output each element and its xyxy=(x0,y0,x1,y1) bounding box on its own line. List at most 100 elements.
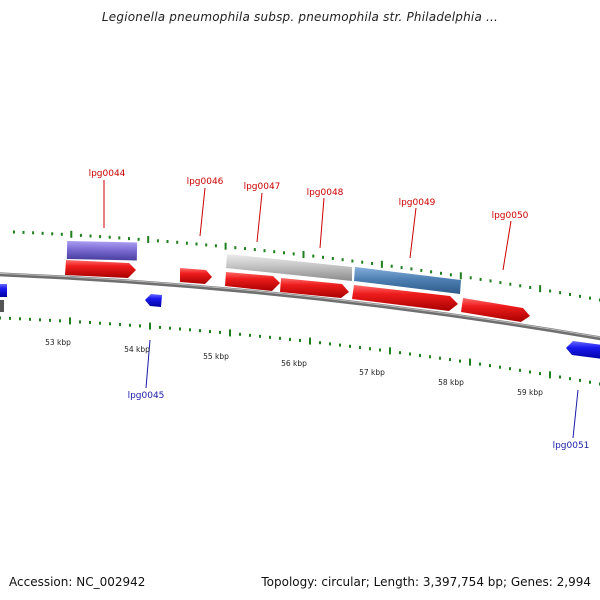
cds-lpg0045[interactable] xyxy=(145,294,162,307)
gene-label-lpg0044[interactable]: lpg0044 xyxy=(89,169,126,179)
minor-tick xyxy=(51,232,54,236)
minor-tick xyxy=(390,264,393,268)
minor-tick xyxy=(99,321,101,325)
gene-label-lpg0049[interactable]: lpg0049 xyxy=(399,198,436,208)
minor-tick xyxy=(379,348,381,352)
tick-track-outer xyxy=(13,230,600,302)
minor-tick xyxy=(559,375,561,379)
minor-tick xyxy=(273,250,276,254)
minor-tick xyxy=(0,316,1,320)
feature-steelblue[interactable] xyxy=(354,267,461,294)
minor-tick xyxy=(32,231,35,235)
minor-tick xyxy=(399,351,401,355)
minor-tick xyxy=(89,234,92,238)
minor-tick xyxy=(292,252,295,256)
major-tick xyxy=(380,260,383,268)
minor-tick xyxy=(449,273,452,277)
cds-lpg0051[interactable] xyxy=(566,341,600,360)
minor-tick xyxy=(351,259,354,263)
major-tick xyxy=(459,272,462,280)
minor-tick xyxy=(189,328,191,332)
scale-label: 53 kbp xyxy=(45,338,71,347)
minor-tick xyxy=(479,277,482,281)
minor-tick xyxy=(89,321,91,324)
minor-tick xyxy=(269,335,271,339)
minor-tick xyxy=(359,346,361,349)
cds-lpg0048[interactable] xyxy=(280,278,349,298)
minor-tick xyxy=(509,367,511,371)
leader-lpg0049 xyxy=(409,207,417,259)
minor-tick xyxy=(559,291,562,295)
leader-lpg0045 xyxy=(145,339,151,389)
tick-track-inner xyxy=(0,316,600,386)
cds-lpg0044[interactable] xyxy=(65,260,136,278)
minor-tick xyxy=(166,240,169,243)
minor-tick xyxy=(259,334,261,338)
minor-tick xyxy=(329,342,331,346)
cds-track-forward xyxy=(65,260,530,322)
minor-tick xyxy=(589,380,591,384)
minor-tick xyxy=(529,286,532,289)
minor-tick xyxy=(489,279,492,283)
minor-tick xyxy=(579,378,581,382)
minor-tick xyxy=(205,243,208,247)
minor-tick xyxy=(128,237,130,241)
minor-tick xyxy=(489,364,491,368)
gene-label-lpg0050[interactable]: lpg0050 xyxy=(492,211,529,221)
cds-reverse-left-edge[interactable] xyxy=(0,284,7,297)
minor-tick xyxy=(179,327,181,331)
major-tick xyxy=(539,285,542,293)
major-tick xyxy=(469,358,471,366)
minor-tick xyxy=(209,330,211,333)
gene-label-lpg0045[interactable]: lpg0045 xyxy=(128,391,165,401)
minor-tick xyxy=(239,332,241,336)
minor-tick xyxy=(176,240,179,244)
cds-lpg0049[interactable] xyxy=(352,285,458,311)
minor-tick xyxy=(469,276,472,280)
minor-tick xyxy=(439,356,441,360)
scale-label: 55 kbp xyxy=(203,352,229,361)
scale-label: 54 kbp xyxy=(124,345,150,354)
minor-tick xyxy=(79,320,81,324)
minor-tick xyxy=(331,257,334,260)
minor-tick xyxy=(39,318,41,322)
scale-labels: 53 kbp 54 kbp 55 kbp 56 kbp 57 kbp 58 kb… xyxy=(45,338,543,397)
minor-tick xyxy=(499,281,502,285)
cds-lpg0046[interactable] xyxy=(180,268,212,284)
minor-tick xyxy=(449,358,451,362)
minor-tick xyxy=(569,293,571,296)
minor-tick xyxy=(369,347,371,351)
gene-label-lpg0051[interactable]: lpg0051 xyxy=(553,441,590,451)
minor-tick xyxy=(361,260,364,264)
minor-tick xyxy=(214,244,217,248)
major-tick xyxy=(309,337,311,345)
minor-tick xyxy=(283,251,285,255)
gene-label-lpg0048[interactable]: lpg0048 xyxy=(307,188,344,198)
minor-tick xyxy=(156,239,159,243)
major-tick xyxy=(302,251,305,258)
minor-tick xyxy=(59,319,61,323)
minor-tick xyxy=(22,230,25,234)
minor-tick xyxy=(420,268,423,272)
topology-summary: Topology: circular; Length: 3,397,754 bp… xyxy=(261,575,591,589)
cds-lpg0050[interactable] xyxy=(461,298,530,322)
feature-grey[interactable] xyxy=(226,254,352,281)
gene-label-lpg0047[interactable]: lpg0047 xyxy=(244,182,281,192)
minor-tick xyxy=(29,317,31,321)
minor-tick xyxy=(339,343,341,347)
gene-label-lpg0046[interactable]: lpg0046 xyxy=(187,177,224,187)
minor-tick xyxy=(118,236,121,240)
minor-tick xyxy=(519,368,521,372)
minor-tick xyxy=(459,359,461,363)
minor-tick xyxy=(429,355,431,359)
cds-lpg0047[interactable] xyxy=(225,272,280,291)
minor-tick xyxy=(41,231,44,235)
feature-purple[interactable] xyxy=(66,241,138,261)
map-title: Legionella pneumophila subsp. pneumophil… xyxy=(101,10,499,24)
minor-tick xyxy=(129,323,131,327)
minor-tick xyxy=(289,337,291,341)
minor-tick xyxy=(49,318,51,322)
minor-tick xyxy=(440,271,442,275)
major-tick xyxy=(147,236,150,243)
